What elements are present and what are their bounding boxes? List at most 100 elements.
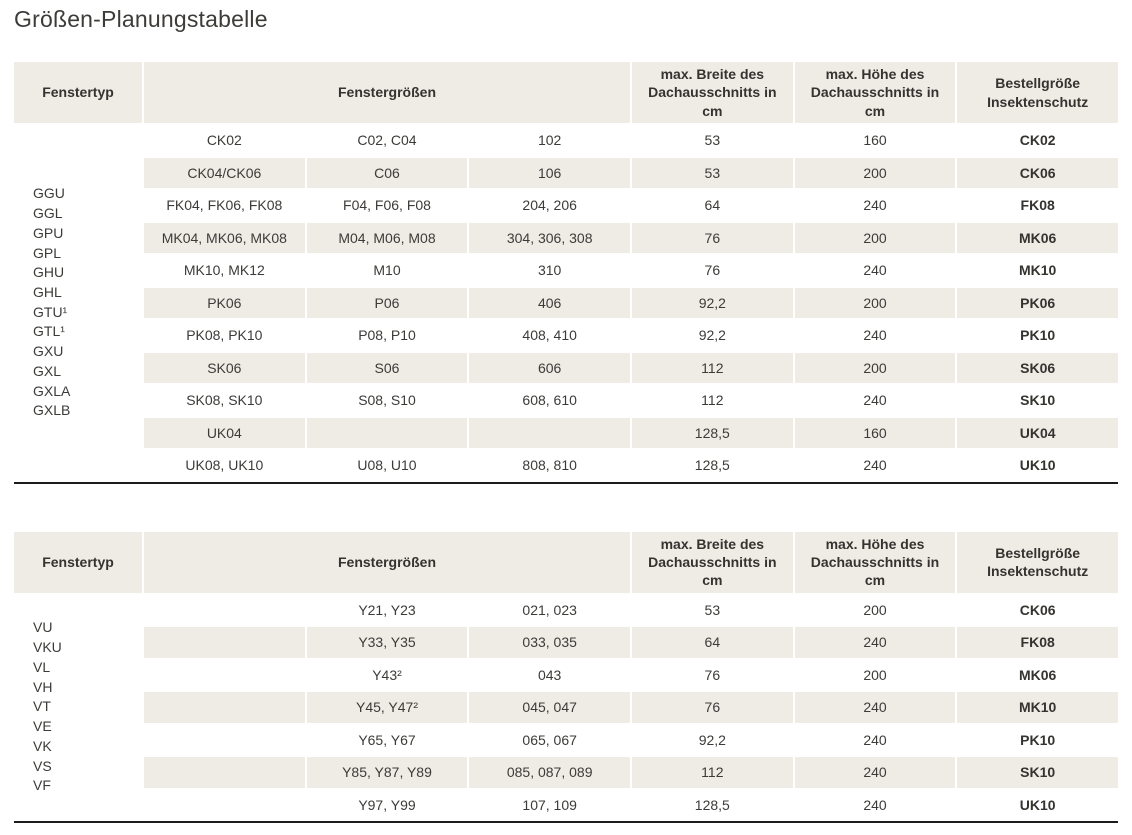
column-header-fenstertyp: Fenstertyp [14,62,142,123]
fenstergroessen-cell: M04, M06, M08 [306,222,468,253]
column-header-bestellgroesse: Bestellgröße Insektenschutz [957,531,1118,593]
fenstergroessen-cell: C02, C04 [306,125,468,156]
bestellgroesse-cell: CK02 [957,125,1118,156]
fenstergroessen-cell [144,724,305,755]
fenstergroessen-cell [469,417,630,448]
max-breite-cell: 64 [632,627,793,658]
page-title: Größen-Planungstabelle [14,6,268,32]
fenstergroessen-cell: FK04, FK06, FK08 [144,190,305,221]
column-header-fenstergroessen: Fenstergrößen [144,62,630,123]
fenstergroessen-cell [144,627,305,658]
fenstergroessen-cell: S08, S10 [306,385,468,416]
fenstergroessen-cell: UK04 [144,417,305,448]
column-header-bestellgroesse: Bestellgröße Insektenschutz [957,62,1118,123]
fenstergroessen-cell: 408, 410 [469,320,630,351]
fenstergroessen-cell: 065, 067 [469,724,630,755]
fenstergroessen-cell: CK02 [144,125,305,156]
bestellgroesse-cell: CK06 [957,594,1118,625]
bestellgroesse-cell: PK10 [957,724,1118,755]
bestellgroesse-cell: UK04 [957,417,1118,448]
column-header-max-breite: max. Breite des Dachausschnitts in cm [632,531,793,593]
column-header-max-breite: max. Breite des Dachausschnitts in cm [632,62,793,123]
fenstergroessen-cell: 045, 047 [469,692,630,723]
max-hoehe-cell: 200 [794,222,956,253]
size-planning-table-2: Fenstertyp Fenstergrößen max. Breite des… [14,531,1118,823]
max-breite-cell: 76 [632,222,793,253]
fenstertyp-cell: VU VKU VL VH VT VE VK VS VF [14,594,142,820]
max-breite-cell: 53 [632,125,793,156]
fenstergroessen-cell: U08, U10 [306,450,468,481]
fenstergroessen-cell: 033, 035 [469,627,630,658]
max-breite-cell: 92,2 [632,287,793,318]
max-breite-cell: 53 [632,157,793,188]
fenstergroessen-cell [306,417,468,448]
fenstergroessen-cell: 608, 610 [469,385,630,416]
fenstergroessen-cell: 808, 810 [469,450,630,481]
bestellgroesse-cell: SK10 [957,757,1118,788]
max-hoehe-cell: 200 [794,157,956,188]
max-hoehe-cell: 240 [794,789,956,820]
max-breite-cell: 76 [632,692,793,723]
max-breite-cell: 128,5 [632,417,793,448]
max-breite-cell: 128,5 [632,450,793,481]
fenstergroessen-cell: 107, 109 [469,789,630,820]
fenstergroessen-cell: 102 [469,125,630,156]
fenstergroessen-cell [144,789,305,820]
max-hoehe-cell: 200 [794,594,956,625]
max-breite-cell: 112 [632,757,793,788]
bestellgroesse-cell: PK10 [957,320,1118,351]
fenstergroessen-cell: 606 [469,352,630,383]
max-hoehe-cell: 240 [794,692,956,723]
fenstergroessen-cell: Y65, Y67 [306,724,468,755]
fenstergroessen-cell: 043 [469,659,630,690]
fenstergroessen-cell: SK06 [144,352,305,383]
fenstergroessen-cell: P08, P10 [306,320,468,351]
fenstergroessen-cell: 085, 087, 089 [469,757,630,788]
fenstergroessen-cell: F04, F06, F08 [306,190,468,221]
max-hoehe-cell: 240 [794,255,956,286]
max-breite-cell: 92,2 [632,320,793,351]
size-planning-table-1: Fenstertyp Fenstergrößen max. Breite des… [14,62,1118,484]
fenstergroessen-cell: SK08, SK10 [144,385,305,416]
fenstergroessen-cell: 106 [469,157,630,188]
column-header-max-hoehe: max. Höhe des Dachausschnitts in cm [794,531,956,593]
bestellgroesse-cell: FK08 [957,190,1118,221]
fenstergroessen-cell: PK06 [144,287,305,318]
bestellgroesse-cell: CK06 [957,157,1118,188]
max-hoehe-cell: 240 [794,385,956,416]
bestellgroesse-cell: FK08 [957,627,1118,658]
max-breite-cell: 112 [632,352,793,383]
fenstergroessen-cell: MK04, MK06, MK08 [144,222,305,253]
fenstergroessen-cell: M10 [306,255,468,286]
fenstergroessen-cell: 406 [469,287,630,318]
bestellgroesse-cell: MK10 [957,692,1118,723]
fenstergroessen-cell: 204, 206 [469,190,630,221]
max-breite-cell: 76 [632,255,793,286]
column-header-fenstergroessen: Fenstergrößen [144,531,630,593]
fenstergroessen-cell: MK10, MK12 [144,255,305,286]
fenstergroessen-cell [144,594,305,625]
bestellgroesse-cell: MK06 [957,659,1118,690]
max-hoehe-cell: 240 [794,724,956,755]
max-breite-cell: 76 [632,659,793,690]
fenstergroessen-cell: 304, 306, 308 [469,222,630,253]
max-hoehe-cell: 160 [794,125,956,156]
fenstergroessen-cell: S06 [306,352,468,383]
column-header-max-hoehe: max. Höhe des Dachausschnitts in cm [794,62,956,123]
fenstergroessen-cell: Y45, Y47² [306,692,468,723]
max-breite-cell: 112 [632,385,793,416]
bestellgroesse-cell: MK10 [957,255,1118,286]
max-hoehe-cell: 240 [794,757,956,788]
fenstergroessen-cell: Y97, Y99 [306,789,468,820]
bestellgroesse-cell: PK06 [957,287,1118,318]
fenstergroessen-cell: 310 [469,255,630,286]
fenstergroessen-cell: C06 [306,157,468,188]
max-hoehe-cell: 200 [794,352,956,383]
column-header-fenstertyp: Fenstertyp [14,531,142,593]
max-breite-cell: 64 [632,190,793,221]
max-hoehe-cell: 240 [794,190,956,221]
max-hoehe-cell: 240 [794,450,956,481]
bestellgroesse-cell: SK10 [957,385,1118,416]
max-hoehe-cell: 240 [794,627,956,658]
